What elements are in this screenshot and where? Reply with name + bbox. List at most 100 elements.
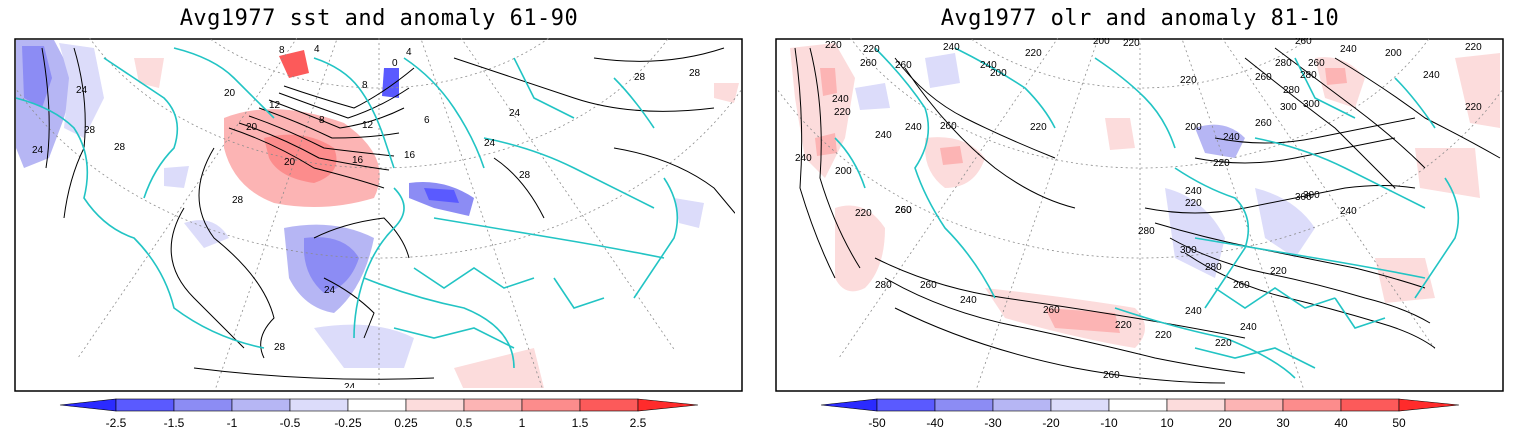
colorbar-label: 40 bbox=[1334, 416, 1348, 430]
coastlines bbox=[834, 47, 1460, 379]
contour-label: 240 bbox=[832, 94, 849, 105]
contour-label: 260 bbox=[1308, 58, 1325, 69]
contour-label: 20 bbox=[246, 122, 258, 133]
contour-label: 240 bbox=[905, 122, 922, 133]
contour-label: 280 bbox=[1205, 262, 1222, 273]
contour-label: 24 bbox=[324, 285, 336, 296]
contour-label: 260 bbox=[940, 121, 957, 132]
colorbar-label: -0.5 bbox=[280, 416, 301, 430]
contour-label: 28 bbox=[634, 72, 646, 83]
sst-colorbar: -2.5 -1.5 -1 -0.5 -0.25 0.25 0.5 1 1.5 2… bbox=[59, 398, 699, 430]
contour-label: 260 bbox=[920, 280, 937, 291]
colorbar-labels: -50 -40 -30 -20 -10 10 20 30 40 50 bbox=[868, 416, 1406, 430]
contour-label: 240 bbox=[1423, 70, 1440, 81]
colorbar-label: -1.5 bbox=[164, 416, 185, 430]
colorbar-label: 30 bbox=[1276, 416, 1290, 430]
colorbar-label: -0.25 bbox=[334, 416, 362, 430]
colorbar-label: -30 bbox=[984, 416, 1002, 430]
contour-label: 240 bbox=[1185, 186, 1202, 197]
graticule bbox=[16, 38, 742, 388]
colorbar-label: -2.5 bbox=[106, 416, 127, 430]
contour-label: 28 bbox=[274, 342, 286, 353]
contour-label: 240 bbox=[943, 42, 960, 53]
contour-label: 24 bbox=[76, 85, 88, 96]
anomaly-shading bbox=[16, 40, 739, 388]
contour-label: 260 bbox=[895, 205, 912, 216]
contour-label: 24 bbox=[344, 382, 356, 393]
contour-label: 260 bbox=[895, 60, 912, 71]
contour-label: 300 bbox=[1280, 102, 1297, 113]
contour-label: 16 bbox=[404, 150, 416, 161]
contour-label: 300 bbox=[1303, 99, 1320, 110]
contour-label: 200 bbox=[1185, 122, 1202, 133]
contour-label: 28 bbox=[232, 195, 244, 206]
contour-label: 220 bbox=[1155, 330, 1172, 341]
contour-label: 260 bbox=[1295, 38, 1312, 47]
contour-label: 260 bbox=[1043, 305, 1060, 316]
contour-label: 260 bbox=[860, 58, 877, 69]
contour-label: 200 bbox=[1093, 38, 1110, 47]
contour-label: 220 bbox=[825, 40, 842, 51]
colorbar-label: 20 bbox=[1218, 416, 1232, 430]
contour-label: 8 bbox=[319, 115, 325, 126]
contour-label: 240 bbox=[1240, 322, 1257, 333]
contour-label: 12 bbox=[362, 120, 374, 131]
contour-label: 220 bbox=[1215, 338, 1232, 349]
colorbar-labels: -2.5 -1.5 -1 -0.5 -0.25 0.25 0.5 1 1.5 2… bbox=[106, 416, 647, 430]
contour-label: 280 bbox=[875, 280, 892, 291]
colorbar-label: -1 bbox=[227, 416, 238, 430]
contour-label: 220 bbox=[834, 107, 851, 118]
contour-label: 220 bbox=[855, 208, 872, 219]
colorbar-label: 50 bbox=[1392, 416, 1406, 430]
contour-label: 200 bbox=[990, 68, 1007, 79]
contour-label: 28 bbox=[114, 142, 126, 153]
contour-label: 280 bbox=[1275, 58, 1292, 69]
contour-label: 4 bbox=[314, 44, 320, 55]
contour-label: 300 bbox=[1295, 192, 1312, 203]
colorbar-label: -40 bbox=[926, 416, 944, 430]
contour-label: 220 bbox=[1185, 198, 1202, 209]
contour-label: 240 bbox=[1185, 306, 1202, 317]
contour-label: 0 bbox=[392, 58, 398, 69]
colorbar-label: 10 bbox=[1160, 416, 1174, 430]
contour-label: 220 bbox=[1213, 158, 1230, 169]
contour-label: 240 bbox=[1223, 132, 1240, 143]
colorbar-label: 1 bbox=[519, 416, 526, 430]
contour-label: 8 bbox=[279, 45, 285, 56]
colorbar-label: -10 bbox=[1100, 416, 1118, 430]
contour-label: 200 bbox=[835, 166, 852, 177]
contour-label: 260 bbox=[1103, 370, 1120, 381]
contour-label: 300 bbox=[1303, 190, 1320, 201]
contour-label: 240 bbox=[1340, 44, 1357, 55]
contour-label: 220 bbox=[1465, 102, 1482, 113]
colorbar-label: 0.5 bbox=[456, 416, 473, 430]
contour-label: 220 bbox=[1180, 75, 1197, 86]
contour-label: 16 bbox=[352, 155, 364, 166]
contour-label: 280 bbox=[1283, 85, 1300, 96]
colorbar-label: 2.5 bbox=[630, 416, 647, 430]
sst-contours bbox=[41, 47, 740, 380]
sst-panel: Avg1977 sst and anomaly 61-90 bbox=[14, 0, 744, 430]
contour-label: 20 bbox=[284, 157, 296, 168]
contour-label: 220 bbox=[1465, 42, 1482, 53]
contour-label: 260 bbox=[1255, 72, 1272, 83]
coastlines bbox=[16, 47, 679, 369]
contour-label: 280 bbox=[1300, 70, 1317, 81]
contour-labels: 220 220 240 220 200 220 260 240 260 280 … bbox=[795, 38, 1482, 381]
olr-panel: Avg1977 olr and anomaly 81-10 bbox=[775, 0, 1505, 430]
contour-label: 240 bbox=[1340, 206, 1357, 217]
contour-label: 220 bbox=[1025, 48, 1042, 59]
olr-map-title: Avg1977 olr and anomaly 81-10 bbox=[940, 6, 1340, 31]
contour-label: 28 bbox=[689, 68, 701, 79]
graticule bbox=[777, 38, 1503, 388]
contour-label: 8 bbox=[362, 80, 368, 91]
contour-label: 220 bbox=[863, 44, 880, 55]
contour-label: 200 bbox=[1385, 48, 1402, 59]
contour-label: 220 bbox=[1030, 122, 1047, 133]
colorbar-label: 0.25 bbox=[394, 416, 418, 430]
olr-colorbar: -50 -40 -30 -20 -10 10 20 30 40 50 bbox=[820, 398, 1460, 430]
contour-label: 24 bbox=[484, 138, 496, 149]
contour-label: 240 bbox=[960, 295, 977, 306]
contour-label: 240 bbox=[795, 153, 812, 164]
colorbar-label: -50 bbox=[868, 416, 886, 430]
